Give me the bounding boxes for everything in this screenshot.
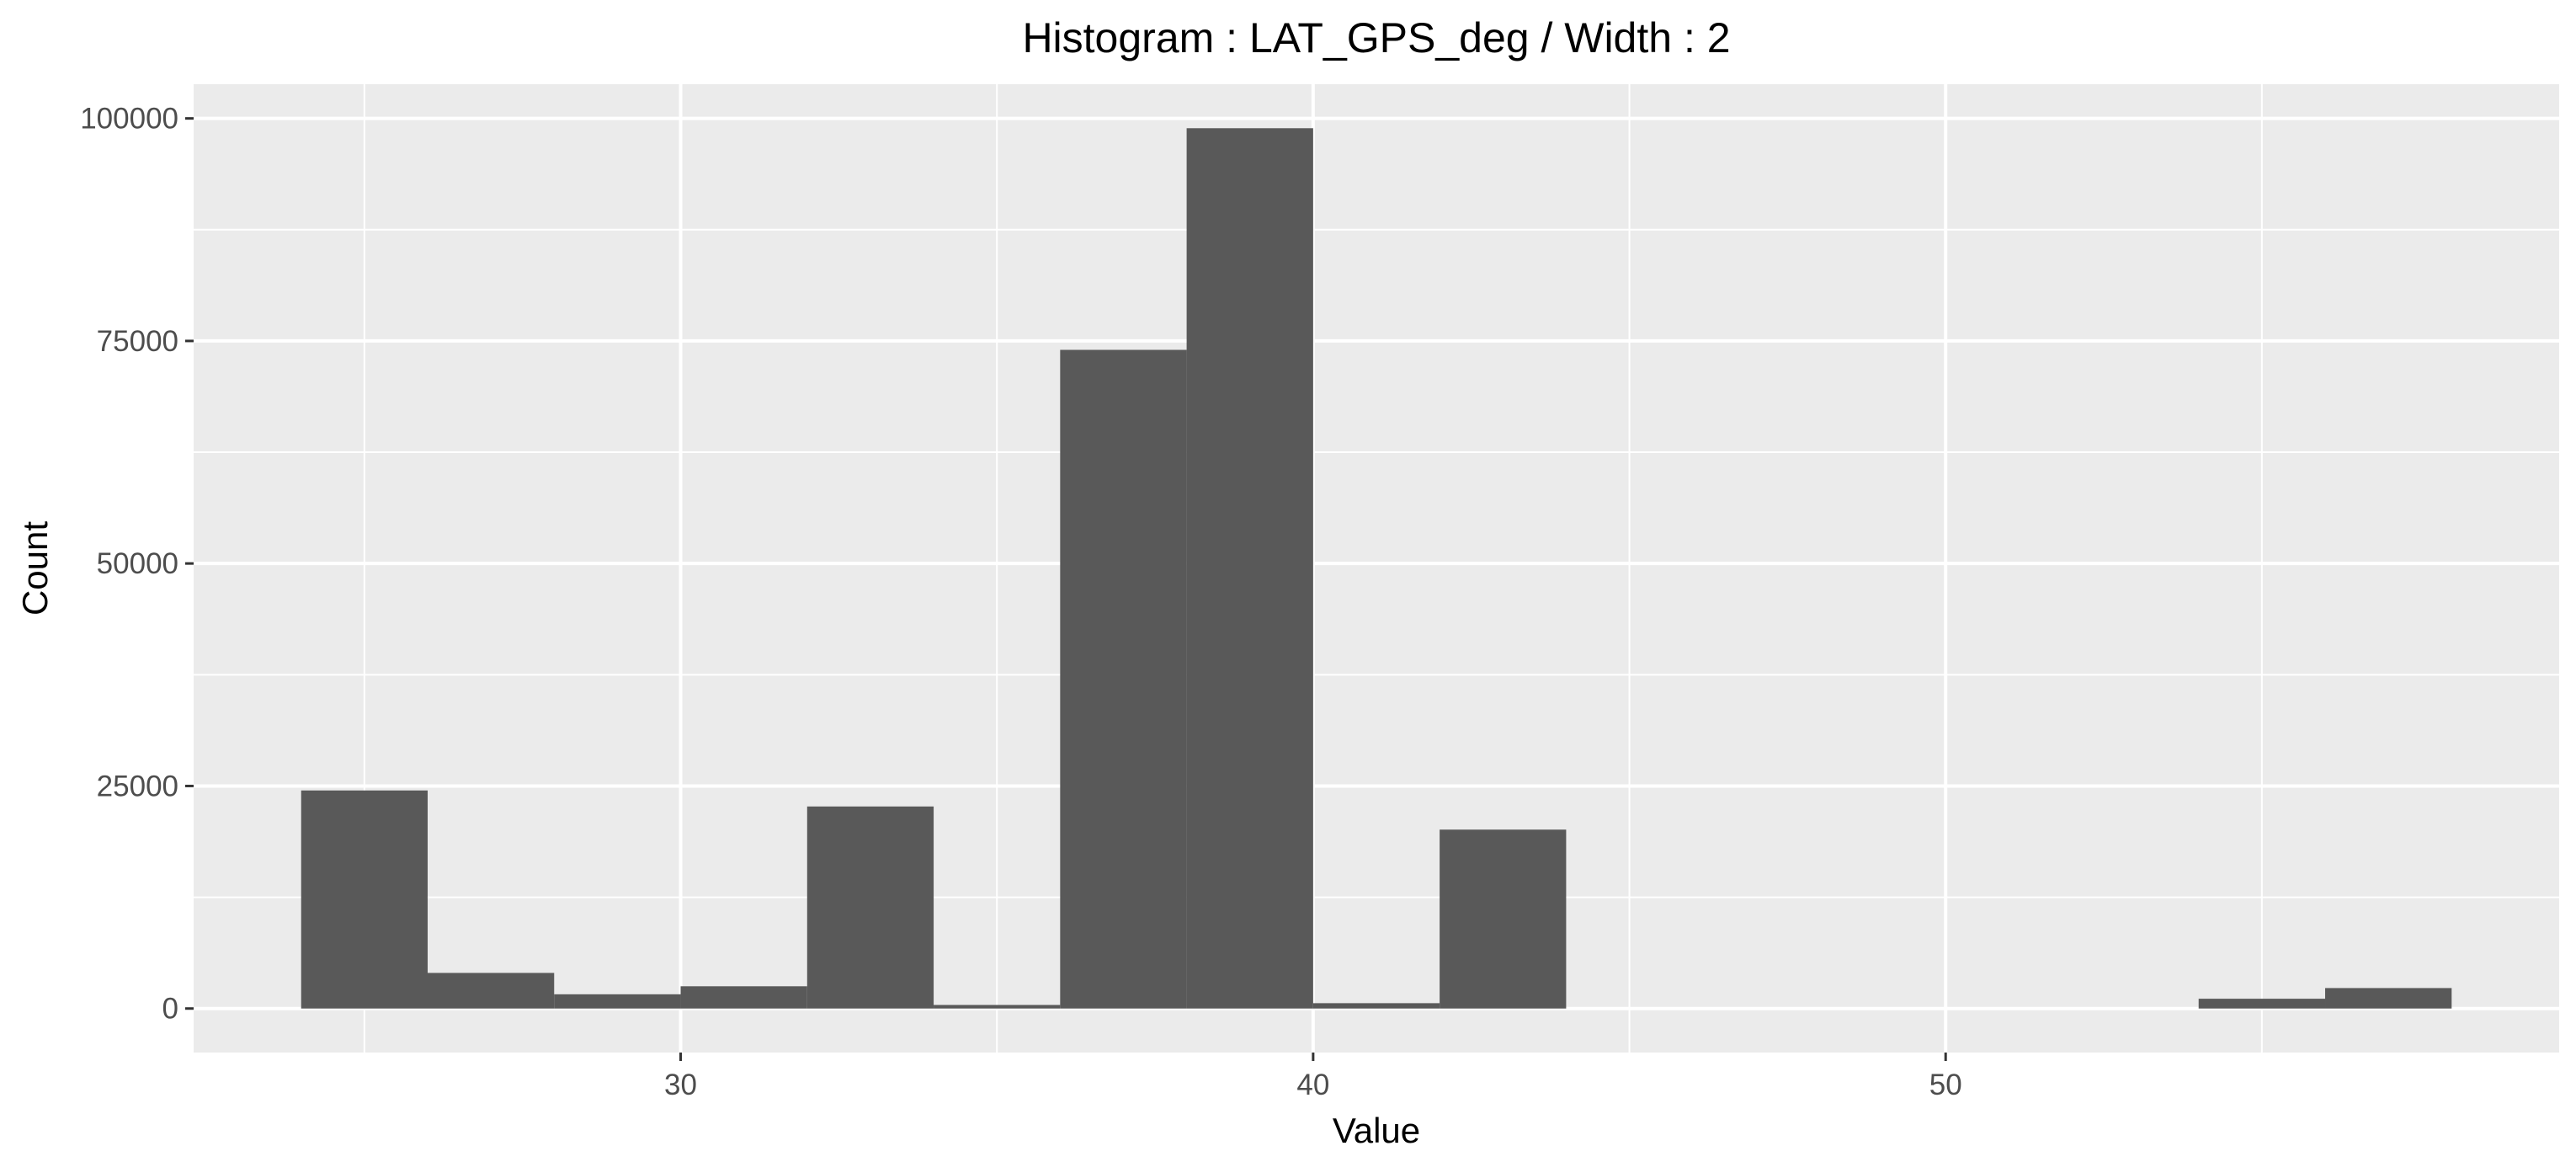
histogram-bar [1060,349,1187,1009]
histogram-bar [806,806,934,1009]
histogram-bar [2198,999,2326,1009]
histogram-bar [1186,128,1313,1009]
histogram-bar [301,790,428,1009]
y-tick-label: 50000 [97,547,178,580]
y-tick-label: 75000 [97,325,178,358]
histogram-bar [554,994,681,1009]
histogram-bar [2325,988,2452,1009]
histogram-bar [934,1005,1061,1009]
y-tick-label: 25000 [97,770,178,802]
histogram-bar [1312,1003,1440,1009]
panel-background [194,84,2559,1053]
y-tick-label: 100000 [80,103,178,136]
histogram-bar [680,986,807,1009]
histogram-bars [301,128,2452,1009]
x-axis-title: Value [1333,1111,1420,1150]
x-tick-label: 40 [1296,1069,1329,1101]
y-tick-label: 0 [162,993,178,1026]
x-tick-label: 30 [664,1069,697,1101]
axes: 0 25000 50000 75000 100000 30 40 50 [80,103,1961,1101]
histogram-bar [1440,829,1567,1009]
histogram-bar [427,973,555,1009]
chart-title: Histogram : LAT_GPS_deg / Width : 2 [1022,14,1730,61]
y-axis-title: Count [15,521,55,616]
x-tick-label: 50 [1929,1069,1962,1101]
